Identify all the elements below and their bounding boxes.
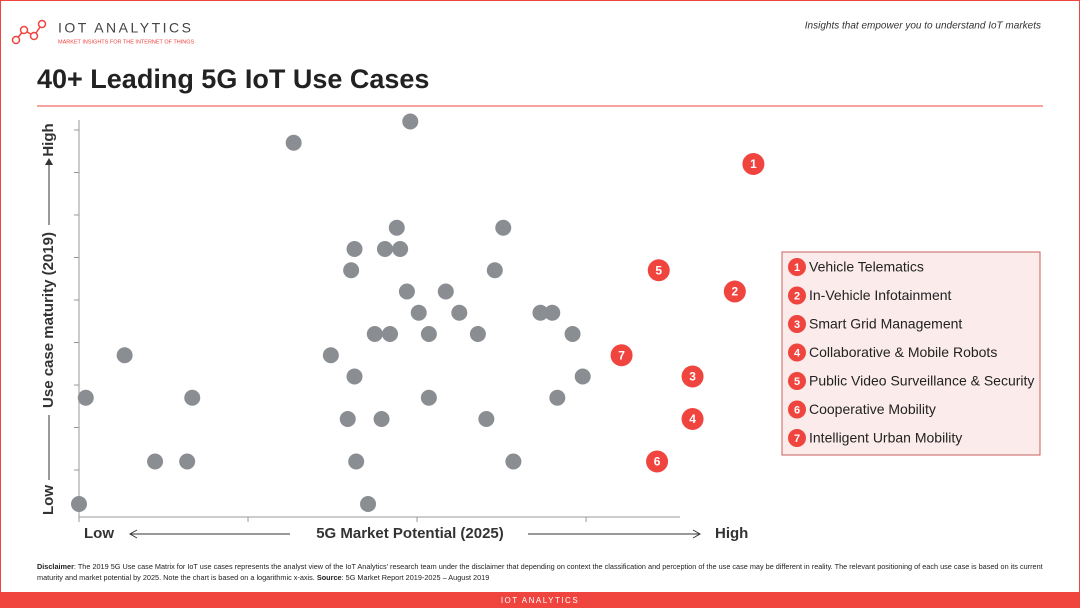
x-arrow-left (128, 529, 290, 539)
point (402, 113, 419, 130)
legend-number: 5 (794, 376, 800, 388)
point (392, 241, 409, 257)
legend (781, 251, 1041, 456)
disclaimer-text: : The 2019 5G Use case Matrix for IoT us… (37, 562, 1043, 582)
point (437, 283, 454, 300)
legend-label: Cooperative Mobility (809, 401, 936, 417)
point (681, 365, 704, 388)
point (647, 259, 670, 282)
point (681, 408, 704, 430)
point (646, 450, 669, 473)
point (71, 496, 87, 512)
y-high: High (40, 123, 57, 156)
point (420, 326, 437, 342)
point (77, 389, 94, 406)
logo-icon (11, 19, 47, 45)
y-arrow-head (45, 158, 53, 165)
legend-badge (788, 429, 806, 447)
point (322, 347, 339, 364)
point-label: 3 (689, 370, 696, 384)
x-axis-label: 5G Market Potential (2025) (316, 525, 504, 542)
point (723, 280, 746, 303)
legend-badge (788, 400, 806, 419)
point-label: 1 (750, 157, 757, 171)
point (478, 411, 495, 427)
disclaimer: Disclaimer: The 2019 5G Use case Matrix … (37, 561, 1047, 583)
legend-label: Intelligent Urban Mobility (809, 430, 962, 446)
legend-number: 2 (794, 290, 800, 302)
legend-label: In-Vehicle Infotainment (809, 287, 952, 303)
point-label: 2 (731, 285, 738, 299)
point (184, 389, 201, 406)
point-label: 7 (618, 348, 625, 362)
logo: IOT ANALYTICS (58, 20, 193, 36)
point (574, 368, 591, 385)
point (495, 219, 512, 236)
source-label: Source (316, 573, 342, 582)
x-high: High (715, 525, 748, 542)
point (451, 304, 468, 321)
footer-bar (0, 592, 1080, 608)
point (346, 368, 363, 385)
point (505, 453, 522, 470)
point (610, 344, 633, 367)
legend-label: Vehicle Telematics (809, 259, 924, 275)
point (410, 304, 427, 321)
point (742, 153, 765, 175)
point (469, 326, 486, 342)
point (373, 411, 390, 427)
legend-label: Smart Grid Management (809, 316, 962, 332)
point (346, 241, 363, 257)
disclaimer-label: Disclaimer (37, 562, 74, 571)
point (398, 283, 415, 300)
x-low: Low (84, 525, 114, 542)
point (376, 241, 393, 257)
point (486, 262, 503, 279)
legend-badge (788, 343, 806, 362)
legend-badge (788, 372, 806, 390)
tagline: Insights that empower you to understand … (805, 21, 1041, 32)
legend-number: 4 (794, 347, 801, 359)
legend-number: 1 (794, 262, 800, 274)
point-label: 4 (689, 412, 696, 426)
footer-logo: IOT ANALYTICS (501, 596, 579, 605)
y-axis-label-group: Low Use case maturity (2019) High (40, 123, 57, 515)
point (147, 453, 164, 470)
legend-number: 6 (794, 404, 800, 416)
point (388, 219, 405, 236)
point (544, 304, 561, 321)
legend-label: Public Video Surveillance & Security (809, 373, 1034, 389)
point (348, 453, 365, 470)
chart-title: 40+ Leading 5G IoT Use Cases (37, 64, 429, 94)
legend-number: 7 (794, 433, 800, 445)
logo-sub: MARKET INSIGHTS FOR THE INTERNET OF THIN… (58, 39, 195, 45)
point (339, 411, 356, 427)
legend-badge (788, 286, 806, 305)
legend-label: Collaborative & Mobile Robots (809, 344, 997, 360)
point (382, 326, 399, 342)
point-label: 6 (654, 455, 661, 469)
y-axis-label: Use case maturity (2019) (40, 232, 57, 408)
point-label: 5 (655, 263, 662, 277)
point (366, 326, 383, 342)
y-low: Low (40, 485, 57, 515)
legend-badge (788, 315, 806, 333)
point (532, 304, 549, 321)
point (343, 262, 360, 279)
point (116, 347, 133, 364)
legend-number: 3 (794, 319, 800, 331)
point (420, 389, 437, 406)
point (179, 453, 196, 470)
point (360, 496, 377, 512)
legend-badge (788, 258, 806, 276)
point (285, 134, 302, 151)
point (549, 389, 566, 406)
source-text: : 5G Market Report 2019-2025 – August 20… (341, 573, 490, 582)
point (564, 326, 581, 342)
x-arrow-right (528, 529, 702, 539)
